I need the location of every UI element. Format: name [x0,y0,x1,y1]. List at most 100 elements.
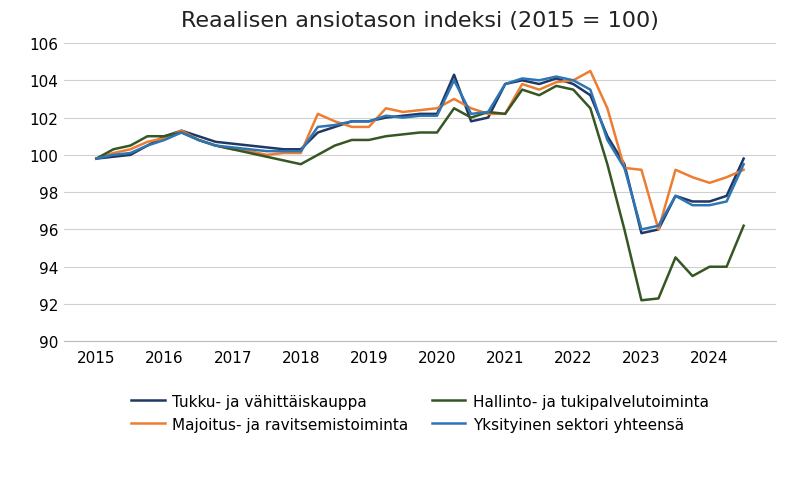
Majoitus- ja ravitsemistoiminta [245,149,254,155]
Yksityinen sektori yhteensä [296,149,306,155]
Majoitus- ja ravitsemistoiminta [160,136,170,142]
Tukku- ja vähittäiskauppa [670,194,680,200]
Tukku- ja vähittäiskauppa [194,134,203,140]
Hallinto- ja tukipalvelutoiminta [381,134,390,140]
Tukku- ja vähittäiskauppa [279,147,289,153]
Tukku- ja vähittäiskauppa [210,140,220,145]
Tukku- ja vähittäiskauppa [637,231,646,237]
Tukku- ja vähittäiskauppa [415,112,425,118]
Yksityinen sektori yhteensä [688,203,698,209]
Majoitus- ja ravitsemistoiminta [483,112,493,118]
Yksityinen sektori yhteensä [194,138,203,143]
Hallinto- ja tukipalvelutoiminta [654,296,663,302]
Majoitus- ja ravitsemistoiminta [364,125,374,131]
Yksityinen sektori yhteensä [381,114,390,120]
Yksityinen sektori yhteensä [551,75,561,81]
Yksityinen sektori yhteensä [569,78,578,84]
Tukku- ja vähittäiskauppa [483,116,493,122]
Majoitus- ja ravitsemistoiminta [330,119,340,125]
Majoitus- ja ravitsemistoiminta [722,175,731,181]
Hallinto- ja tukipalvelutoiminta [586,106,595,112]
Yksityinen sektori yhteensä [228,145,238,151]
Tukku- ja vähittäiskauppa [296,147,306,153]
Majoitus- ja ravitsemistoiminta [569,78,578,84]
Yksityinen sektori yhteensä [637,227,646,233]
Majoitus- ja ravitsemistoiminta [347,125,357,131]
Hallinto- ja tukipalvelutoiminta [177,130,186,136]
Hallinto- ja tukipalvelutoiminta [194,138,203,143]
Tukku- ja vähittäiskauppa [347,119,357,125]
Majoitus- ja ravitsemistoiminta [296,151,306,157]
Majoitus- ja ravitsemistoiminta [551,80,561,86]
Hallinto- ja tukipalvelutoiminta [739,224,749,229]
Majoitus- ja ravitsemistoiminta [620,165,630,171]
Hallinto- ja tukipalvelutoiminta [637,298,646,304]
Majoitus- ja ravitsemistoiminta [126,147,135,153]
Tukku- ja vähittäiskauppa [450,73,459,79]
Majoitus- ja ravitsemistoiminta [313,112,322,118]
Majoitus- ja ravitsemistoiminta [602,106,612,112]
Yksityinen sektori yhteensä [586,87,595,93]
Tukku- ja vähittäiskauppa [500,82,510,88]
Hallinto- ja tukipalvelutoiminta [722,264,731,270]
Majoitus- ja ravitsemistoiminta [109,151,118,157]
Majoitus- ja ravitsemistoiminta [398,110,408,116]
Tukku- ja vähittäiskauppa [534,82,544,88]
Hallinto- ja tukipalvelutoiminta [313,153,322,159]
Tukku- ja vähittäiskauppa [586,93,595,99]
Tukku- ja vähittäiskauppa [518,78,527,84]
Tukku- ja vähittäiskauppa [364,119,374,125]
Yksityinen sektori yhteensä [534,78,544,84]
Tukku- ja vähittäiskauppa [466,119,476,125]
Yksityinen sektori yhteensä [483,110,493,116]
Yksityinen sektori yhteensä [432,114,442,120]
Hallinto- ja tukipalvelutoiminta [364,138,374,143]
Tukku- ja vähittäiskauppa [245,143,254,149]
Hallinto- ja tukipalvelutoiminta [415,130,425,136]
Hallinto- ja tukipalvelutoiminta [330,143,340,149]
Tukku- ja vähittäiskauppa [91,156,101,162]
Yksityinen sektori yhteensä [722,199,731,205]
Majoitus- ja ravitsemistoiminta [670,167,680,173]
Majoitus- ja ravitsemistoiminta [91,156,101,162]
Tukku- ja vähittäiskauppa [551,76,561,82]
Tukku- ja vähittäiskauppa [109,155,118,161]
Hallinto- ja tukipalvelutoiminta [109,147,118,153]
Tukku- ja vähittäiskauppa [313,130,322,136]
Hallinto- ja tukipalvelutoiminta [432,130,442,136]
Majoitus- ja ravitsemistoiminta [637,167,646,173]
Hallinto- ja tukipalvelutoiminta [620,227,630,233]
Majoitus- ja ravitsemistoiminta [739,167,749,173]
Yksityinen sektori yhteensä [313,125,322,131]
Hallinto- ja tukipalvelutoiminta [450,106,459,112]
Hallinto- ja tukipalvelutoiminta [398,132,408,138]
Majoitus- ja ravitsemistoiminta [177,128,186,134]
Legend: Tukku- ja vähittäiskauppa, Majoitus- ja ravitsemistoiminta, Hallinto- ja tukipal: Tukku- ja vähittäiskauppa, Majoitus- ja … [125,388,715,438]
Hallinto- ja tukipalvelutoiminta [245,151,254,157]
Tukku- ja vähittäiskauppa [330,125,340,131]
Tukku- ja vähittäiskauppa [398,114,408,120]
Hallinto- ja tukipalvelutoiminta [602,162,612,168]
Tukku- ja vähittäiskauppa [228,142,238,147]
Hallinto- ja tukipalvelutoiminta [500,112,510,118]
Hallinto- ja tukipalvelutoiminta [483,110,493,116]
Hallinto- ja tukipalvelutoiminta [262,155,271,161]
Yksityinen sektori yhteensä [279,149,289,155]
Majoitus- ja ravitsemistoiminta [450,97,459,102]
Tukku- ja vähittäiskauppa [722,194,731,200]
Majoitus- ja ravitsemistoiminta [381,106,390,112]
Yksityinen sektori yhteensä [620,165,630,171]
Line: Yksityinen sektori yhteensä: Yksityinen sektori yhteensä [96,78,744,230]
Yksityinen sektori yhteensä [415,114,425,120]
Majoitus- ja ravitsemistoiminta [688,175,698,181]
Yksityinen sektori yhteensä [142,143,152,149]
Yksityinen sektori yhteensä [330,123,340,129]
Tukku- ja vähittäiskauppa [688,199,698,205]
Hallinto- ja tukipalvelutoiminta [142,134,152,140]
Tukku- ja vähittäiskauppa [620,162,630,168]
Tukku- ja vähittäiskauppa [160,134,170,140]
Majoitus- ja ravitsemistoiminta [432,106,442,112]
Yksityinen sektori yhteensä [245,147,254,153]
Yksityinen sektori yhteensä [602,138,612,143]
Majoitus- ja ravitsemistoiminta [654,227,663,233]
